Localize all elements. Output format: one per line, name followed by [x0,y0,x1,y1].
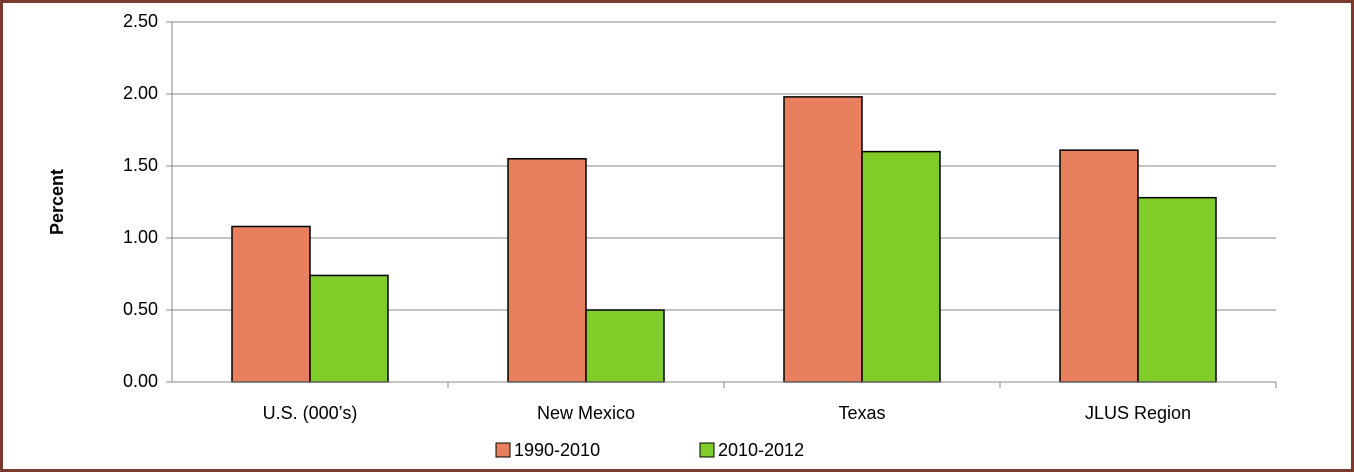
bar [231,225,311,383]
y-tick-label: 1.50 [123,155,158,175]
legend-label: 2010-2012 [718,440,804,460]
bar [1137,196,1217,383]
y-tick-label: 0.00 [123,371,158,391]
y-axis-label: Percent [47,169,67,235]
x-tick-label: Texas [838,403,885,423]
x-tick-label: New Mexico [537,403,635,423]
legend-swatch [495,442,511,458]
y-tick-label: 0.50 [123,299,158,319]
y-tick-label: 2.00 [123,83,158,103]
bar [861,150,941,383]
bar [507,158,587,383]
bar [783,96,863,383]
bar [1059,149,1139,383]
bar [585,309,665,383]
y-tick-label: 2.50 [123,11,158,31]
y-tick-label: 1.00 [123,227,158,247]
legend-label: 1990-2010 [514,440,600,460]
legend-swatch [699,442,715,458]
x-tick-label: JLUS Region [1085,403,1191,423]
bar [309,274,389,383]
x-tick-label: U.S. (000’s) [263,403,358,423]
